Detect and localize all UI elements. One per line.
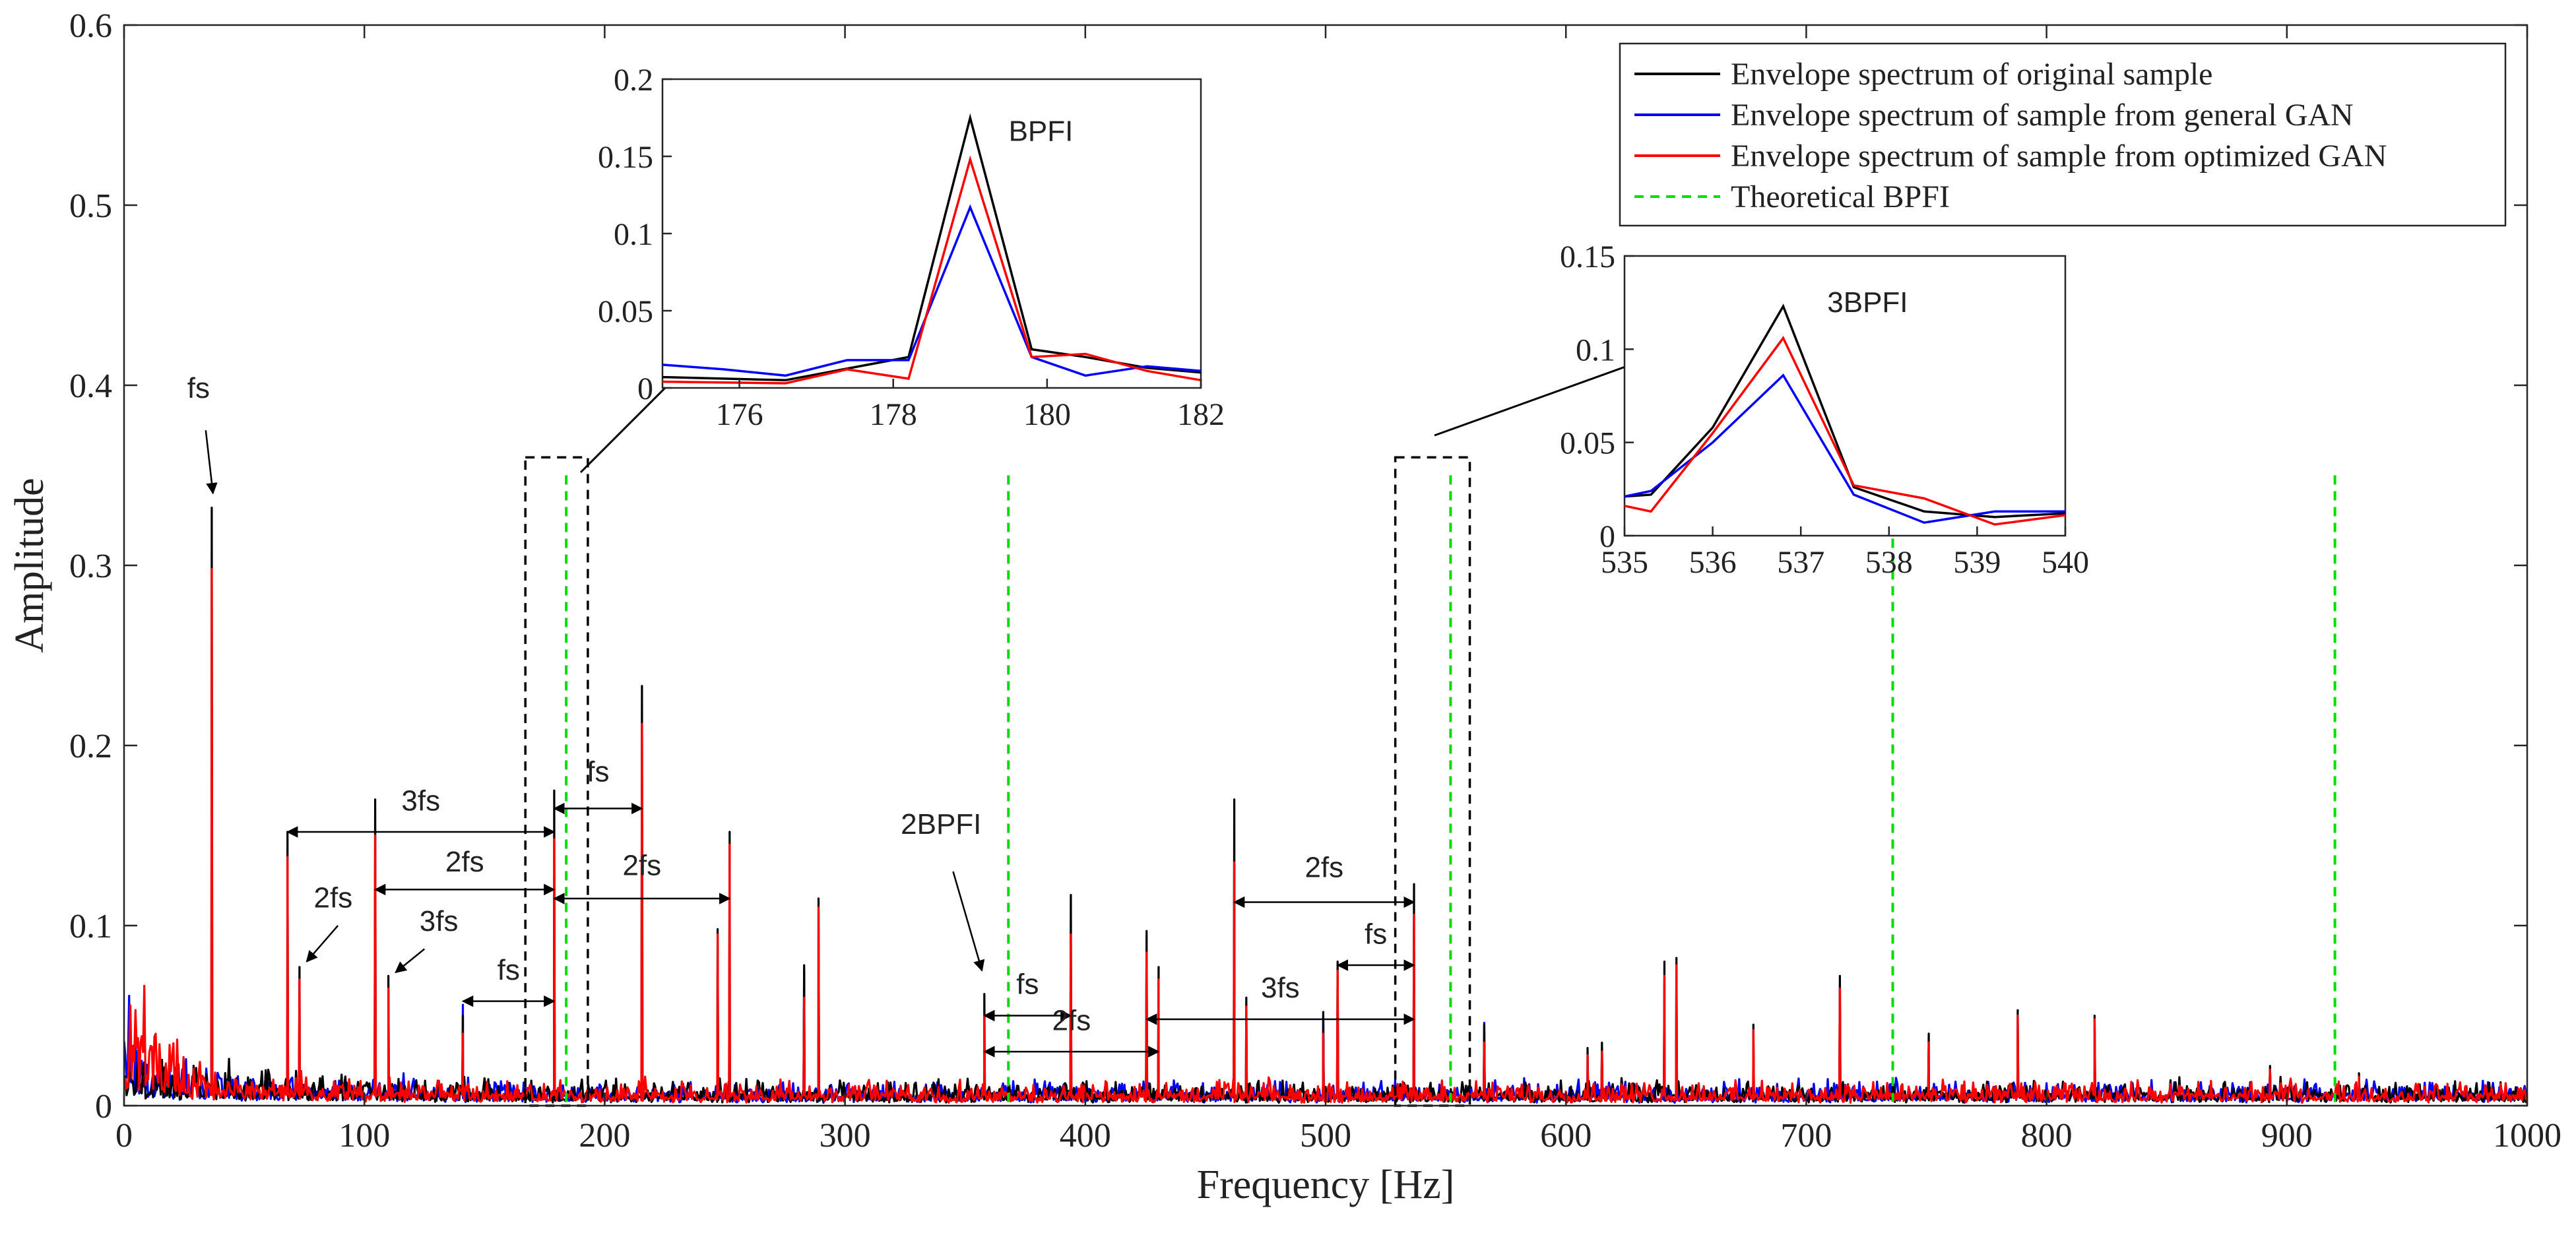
- inset-series-line: [1624, 336, 2066, 526]
- peak-annotation-label: 3fs: [420, 905, 459, 937]
- x-tick-label: 300: [820, 1117, 871, 1154]
- inset-x-tick-label: 535: [1601, 545, 1648, 580]
- x-tick-label: 800: [2021, 1117, 2073, 1154]
- optimized-gan-spectrum-line: [124, 567, 2527, 1104]
- main-plot: 0 100 200 300 400 500 600 700 800 900 100000.10.20…: [7, 7, 2561, 1207]
- legend-box: [1619, 42, 2507, 227]
- inset-series-line: [662, 204, 1202, 377]
- inset-1: 535 536 537 538 539 540 0 0.05 0.1 0.15 3BPFI: [1560, 239, 2089, 580]
- legend: Envelope spectrum of original sample Enve…: [1619, 42, 2507, 227]
- inset-x-tick-label: 538: [1865, 545, 1913, 580]
- span-annotation-label: 2fs: [445, 846, 484, 878]
- span-annotation-label: 3fs: [1261, 972, 1300, 1004]
- x-tick-label: 400: [1060, 1117, 1111, 1154]
- y-tick-label: 0: [95, 1088, 112, 1125]
- inset-series-line: [662, 155, 1202, 385]
- inset-y-tick-label: 0.05: [598, 294, 653, 329]
- y-tick-label: 0.3: [69, 548, 112, 585]
- inset-peak-label: 3BPFI: [1827, 286, 1908, 319]
- y-tick-label: 0.6: [69, 7, 112, 45]
- span-annotation-label: fs: [1016, 968, 1039, 1001]
- peak-annotation-arrow: [952, 871, 985, 972]
- x-axis-label: Frequency [Hz]: [1197, 1162, 1455, 1207]
- original-spectrum-line: [124, 507, 2527, 1104]
- zoom-box-0: [524, 456, 589, 1107]
- x-tick-label: 600: [1540, 1117, 1592, 1154]
- inset-frame: [661, 78, 1202, 389]
- x-tick-label: 0: [115, 1117, 133, 1154]
- inset-y-tick-label: 0.1: [614, 217, 653, 252]
- x-tick-label: 700: [1780, 1117, 1832, 1154]
- inset-y-tick-label: 0.15: [1560, 239, 1615, 274]
- inset-x-tick-label: 182: [1177, 397, 1225, 432]
- x-tick-label: 500: [1300, 1117, 1351, 1154]
- legend-label: Envelope spectrum of sample from general…: [1731, 98, 2354, 133]
- inset-x-tick-label: 540: [2042, 545, 2089, 580]
- inset-y-tick-label: 0: [637, 371, 653, 406]
- y-tick-label: 0.5: [69, 187, 112, 225]
- peak-annotation-label: 2BPFI: [901, 808, 981, 840]
- x-tick-label: 900: [2261, 1117, 2313, 1154]
- span-annotation-label: fs: [587, 756, 609, 788]
- span-annotation-label: fs: [1365, 918, 1387, 950]
- span-annotation-label: fs: [498, 954, 520, 986]
- span-annotation-label: 2fs: [1052, 1004, 1091, 1036]
- y-axis-label: Amplitude: [7, 478, 52, 652]
- y-tick-label: 0.4: [69, 367, 112, 405]
- peak-annotation-arrow: [205, 430, 218, 495]
- x-tick-label: 100: [338, 1117, 390, 1154]
- inset-x-tick-label: 536: [1689, 545, 1737, 580]
- inset-x-tick-label: 539: [1953, 545, 2001, 580]
- inset-y-tick-label: 0.1: [1576, 332, 1615, 367]
- zoom-box-1: [1394, 456, 1471, 1107]
- inset-series-line: [662, 113, 1202, 382]
- inset-y-tick-label: 0.05: [1560, 426, 1615, 461]
- legend-label: Envelope spectrum of sample from optimiz…: [1731, 139, 2387, 174]
- spectrum-lines: [124, 507, 2527, 1104]
- inset-x-tick-label: 180: [1023, 397, 1071, 432]
- legend-label: Theoretical BPFI: [1731, 179, 1950, 214]
- inset-y-tick-label: 0.2: [614, 63, 653, 98]
- span-annotation-label: 2fs: [622, 850, 661, 882]
- y-tick-label: 0.1: [69, 908, 112, 945]
- inset-x-tick-label: 176: [716, 397, 763, 432]
- inset-x-tick-label: 537: [1777, 545, 1824, 580]
- general-gan-spectrum-line: [124, 894, 2527, 1104]
- span-annotation-label: 2fs: [1304, 851, 1343, 883]
- inset-series-line: [1624, 373, 2065, 524]
- legend-label: Envelope spectrum of original sample: [1731, 57, 2212, 92]
- peak-annotation-label: fs: [187, 372, 210, 404]
- inset-x-tick-label: 178: [870, 397, 917, 432]
- peak-annotation-arrow: [395, 948, 426, 974]
- peak-annotation-arrow: [306, 925, 339, 963]
- x-tick-label: 1000: [2493, 1117, 2561, 1154]
- inset-peak-label: BPFI: [1009, 115, 1074, 148]
- y-axis-ticks: 0 0.1 0.2 0.3 0.4 0.5 0.6: [69, 7, 2527, 1125]
- inset-frame: [1623, 255, 2067, 537]
- inset-0: 176 178 180 182 0 0.05 0.1 0.15 0.2 BPFI: [598, 63, 1225, 432]
- span-annotation-label: 3fs: [401, 784, 440, 817]
- inset-y-tick-label: 0.15: [598, 140, 653, 175]
- x-tick-label: 200: [579, 1117, 630, 1154]
- peak-annotation-label: 2fs: [314, 882, 353, 914]
- inset-y-tick-label: 0: [1599, 519, 1615, 554]
- y-tick-label: 0.2: [69, 728, 112, 765]
- x-axis-ticks: 0 100 200 300 400 500 600 700 800 900 1000: [115, 25, 2561, 1154]
